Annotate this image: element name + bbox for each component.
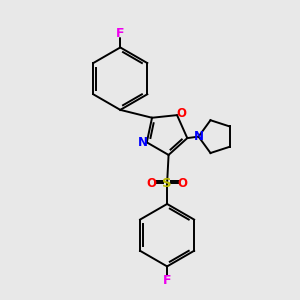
Text: F: F xyxy=(116,27,124,40)
Text: F: F xyxy=(163,274,171,287)
Text: N: N xyxy=(194,130,204,143)
Text: N: N xyxy=(138,136,148,149)
Text: O: O xyxy=(176,107,186,120)
Text: S: S xyxy=(162,177,172,190)
Text: O: O xyxy=(147,177,157,190)
Text: O: O xyxy=(178,177,188,190)
